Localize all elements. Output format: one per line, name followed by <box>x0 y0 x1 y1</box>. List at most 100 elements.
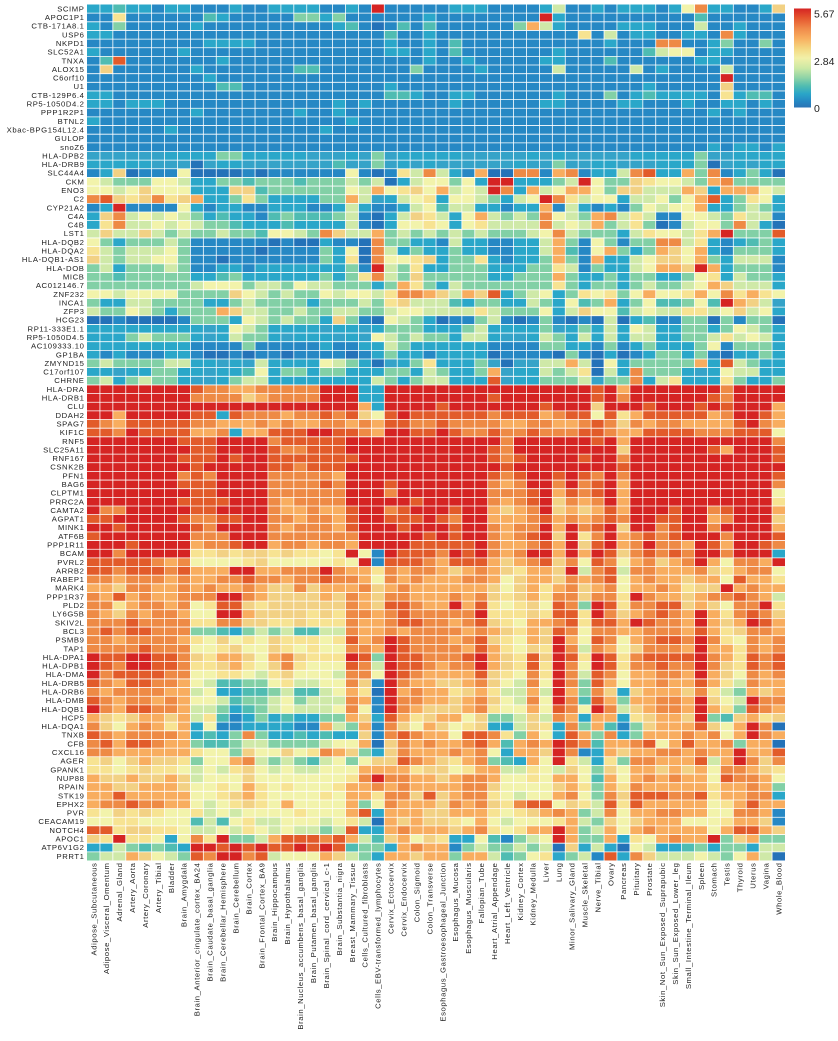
svg-text:Testis: Testis <box>723 863 732 886</box>
svg-text:C4A: C4A <box>68 212 85 221</box>
svg-text:ATP6V1G2: ATP6V1G2 <box>41 843 84 852</box>
svg-text:Skin_Sun_Exposed_Lower_leg: Skin_Sun_Exposed_Lower_leg <box>671 863 680 985</box>
svg-text:Spleen: Spleen <box>697 863 706 890</box>
svg-text:CKM: CKM <box>66 177 85 186</box>
svg-text:Prostate: Prostate <box>645 863 654 896</box>
svg-text:Esophagus_Mucosa: Esophagus_Mucosa <box>451 862 460 941</box>
svg-text:Xbac-BPG154L12.4: Xbac-BPG154L12.4 <box>7 125 85 134</box>
svg-text:Cervix_Ectocervix: Cervix_Ectocervix <box>387 863 396 935</box>
svg-text:KIF1C: KIF1C <box>60 428 85 437</box>
svg-text:0: 0 <box>814 103 820 115</box>
svg-text:Cervix_Endocervix: Cervix_Endocervix <box>399 863 408 937</box>
svg-text:Bladder: Bladder <box>167 863 176 894</box>
svg-text:Esophagus_Gastroesophageal_Jun: Esophagus_Gastroesophageal_Junction <box>438 863 447 1022</box>
svg-text:PPP1R37: PPP1R37 <box>47 592 85 601</box>
svg-text:GP1BA: GP1BA <box>56 350 85 359</box>
svg-text:MICB: MICB <box>63 272 85 281</box>
svg-text:HLA-DQB1: HLA-DQB1 <box>41 705 84 714</box>
svg-text:Brain_Amygdala: Brain_Amygdala <box>180 862 189 927</box>
svg-text:MARK4: MARK4 <box>55 584 85 593</box>
svg-text:TNXB: TNXB <box>62 731 85 740</box>
svg-text:USP6: USP6 <box>62 30 84 39</box>
svg-text:Brain_Frontal_Cortex_BA9: Brain_Frontal_Cortex_BA9 <box>257 863 266 969</box>
svg-text:Small_Intestine_Terminal_Ileum: Small_Intestine_Terminal_Ileum <box>684 863 693 990</box>
svg-text:BAG6: BAG6 <box>62 480 85 489</box>
svg-text:HLA-DMB: HLA-DMB <box>46 696 85 705</box>
svg-text:Lung: Lung <box>555 863 564 882</box>
svg-text:SLC44A4: SLC44A4 <box>47 169 84 178</box>
svg-text:DDAH2: DDAH2 <box>55 411 84 420</box>
svg-text:Breast_Mammary_Tissue: Breast_Mammary_Tissue <box>348 863 357 963</box>
svg-text:Adipose_Visceral_Omentum: Adipose_Visceral_Omentum <box>102 863 111 974</box>
svg-text:AGPAT1: AGPAT1 <box>52 515 85 524</box>
svg-text:HLA-DQB1-AS1: HLA-DQB1-AS1 <box>22 255 85 264</box>
svg-text:Whole_Blood: Whole_Blood <box>774 863 783 915</box>
svg-text:GPANK1: GPANK1 <box>50 765 84 774</box>
svg-text:CSNK2B: CSNK2B <box>50 463 84 472</box>
svg-text:LST1: LST1 <box>64 229 85 238</box>
svg-text:AC109333.10: AC109333.10 <box>31 342 85 351</box>
svg-text:2.84: 2.84 <box>814 56 835 68</box>
svg-text:Vagina: Vagina <box>761 862 770 889</box>
svg-text:HLA-DQA1: HLA-DQA1 <box>41 722 84 731</box>
svg-text:CFB: CFB <box>67 739 84 748</box>
svg-text:HLA-DRB9: HLA-DRB9 <box>42 160 85 169</box>
svg-text:Brain_Substantia_nigra: Brain_Substantia_nigra <box>335 862 344 955</box>
svg-text:Cells_EBV-transformed_lymphocy: Cells_EBV-transformed_lymphocytes <box>374 863 383 1009</box>
svg-text:CTB-129P6.4: CTB-129P6.4 <box>31 91 84 100</box>
svg-text:AGER: AGER <box>60 757 84 766</box>
svg-text:PRRT1: PRRT1 <box>56 852 84 861</box>
svg-text:GULOP: GULOP <box>55 134 85 143</box>
svg-text:INCA1: INCA1 <box>59 298 85 307</box>
svg-text:C4B: C4B <box>68 221 85 230</box>
svg-text:Brain_Spinal_cord_cervical_c-1: Brain_Spinal_cord_cervical_c-1 <box>322 863 331 989</box>
svg-text:ATF6B: ATF6B <box>58 532 84 541</box>
svg-text:CYP21A2: CYP21A2 <box>47 203 85 212</box>
svg-text:5.67: 5.67 <box>814 9 835 21</box>
svg-text:ZNF232: ZNF232 <box>53 290 84 299</box>
svg-text:Brain_Anterior_cingulate_corte: Brain_Anterior_cingulate_cortex_BA24 <box>193 862 202 1016</box>
svg-text:CLPTM1: CLPTM1 <box>51 489 85 498</box>
svg-text:Brain_Cerebellar_Hemisphere: Brain_Cerebellar_Hemisphere <box>219 863 228 982</box>
svg-text:Colon_Sigmoid: Colon_Sigmoid <box>412 863 421 923</box>
svg-text:Kidney_Medulla: Kidney_Medulla <box>529 862 538 925</box>
svg-text:Skin_Not_Sun_Exposed_Suprapubi: Skin_Not_Sun_Exposed_Suprapubic <box>658 863 667 1008</box>
svg-text:RPAIN: RPAIN <box>59 783 85 792</box>
svg-text:Nerve_Tibial: Nerve_Tibial <box>593 863 602 913</box>
svg-text:Esophagus_Muscularis: Esophagus_Muscularis <box>464 863 473 954</box>
svg-text:snoZ6: snoZ6 <box>60 143 84 152</box>
svg-text:PFN1: PFN1 <box>62 471 84 480</box>
svg-text:Fallopian_Tube: Fallopian_Tube <box>477 863 486 924</box>
svg-text:STK19: STK19 <box>58 791 84 800</box>
svg-text:CHRNE: CHRNE <box>54 376 84 385</box>
svg-text:U1: U1 <box>73 82 84 91</box>
svg-text:TNXA: TNXA <box>62 56 85 65</box>
svg-text:Artery_Tibial: Artery_Tibial <box>154 863 163 914</box>
svg-text:CTB-171A8.1: CTB-171A8.1 <box>31 22 84 31</box>
svg-text:HLA-DRB6: HLA-DRB6 <box>42 687 85 696</box>
svg-text:Brain_Hippocampus: Brain_Hippocampus <box>270 863 279 942</box>
svg-text:Brain_Nucleus_accumbens_basal_: Brain_Nucleus_accumbens_basal_ganglia <box>296 862 305 1029</box>
svg-text:CAMTA2: CAMTA2 <box>50 506 84 515</box>
svg-text:CEACAM19: CEACAM19 <box>38 817 84 826</box>
svg-text:HLA-DPB2: HLA-DPB2 <box>42 151 84 160</box>
svg-text:SLC25A11: SLC25A11 <box>43 445 84 454</box>
svg-text:SPAG7: SPAG7 <box>56 419 84 428</box>
svg-text:HLA-DPA1: HLA-DPA1 <box>43 653 85 662</box>
svg-text:Adipose_Subcutaneous: Adipose_Subcutaneous <box>89 863 98 956</box>
svg-text:SLC52A1: SLC52A1 <box>47 48 84 57</box>
svg-text:SKIV2L: SKIV2L <box>55 618 85 627</box>
svg-text:C6orf10: C6orf10 <box>53 74 84 83</box>
svg-text:BCL3: BCL3 <box>63 627 85 636</box>
svg-text:Minor_Salivary_Gland: Minor_Salivary_Gland <box>568 863 577 950</box>
svg-text:TAP1: TAP1 <box>63 644 84 653</box>
svg-text:HLA-DMA: HLA-DMA <box>46 670 85 679</box>
svg-text:Stomach: Stomach <box>710 863 719 897</box>
svg-text:HLA-DQB2: HLA-DQB2 <box>41 238 84 247</box>
svg-text:Pituitary: Pituitary <box>632 863 641 896</box>
svg-text:Adrenal_Gland: Adrenal_Gland <box>115 863 124 922</box>
svg-text:EPHX2: EPHX2 <box>56 800 84 809</box>
svg-text:Artery_Coronary: Artery_Coronary <box>141 863 150 928</box>
svg-text:Brain_Cortex: Brain_Cortex <box>244 863 253 915</box>
svg-text:Heart_Atrial_Appendage: Heart_Atrial_Appendage <box>490 863 499 960</box>
